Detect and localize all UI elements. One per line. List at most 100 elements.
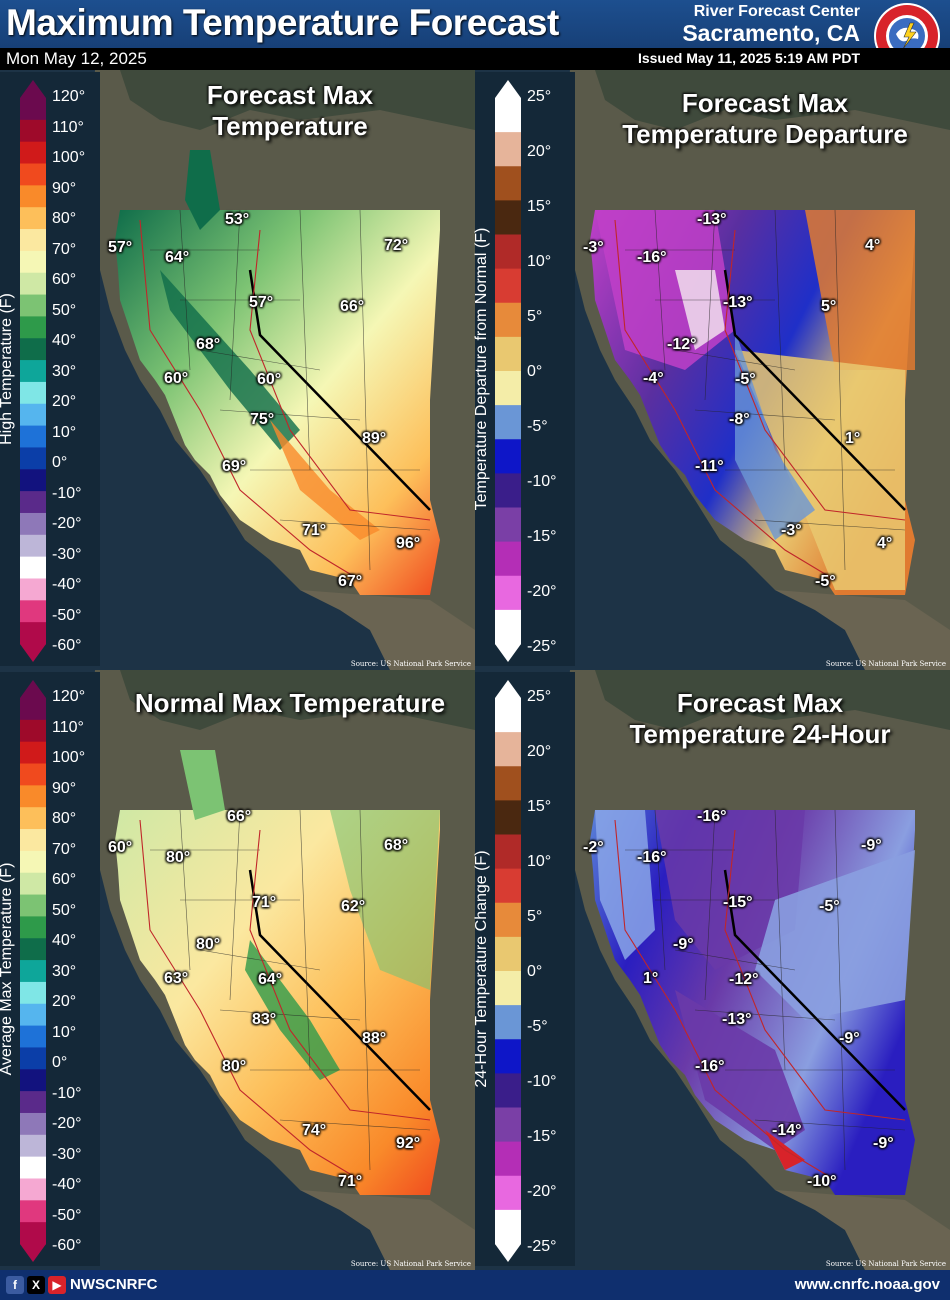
legend-swatch	[20, 872, 46, 896]
temp-label: 66°	[340, 298, 365, 315]
legend-swatch	[20, 1178, 46, 1201]
temp-label: 80°	[222, 1058, 247, 1075]
legend-tick-label: 10°	[527, 853, 552, 870]
temp-label: 72°	[384, 237, 409, 254]
legend-swatch	[20, 600, 46, 623]
departure-label: -13°	[697, 211, 727, 228]
legend-swatch	[20, 360, 46, 383]
legend-swatch	[20, 1200, 46, 1223]
legend-swatch	[495, 541, 521, 577]
map-source: Source: US National Park Service	[825, 1260, 946, 1268]
website-link[interactable]: www.cnrfc.noaa.gov	[794, 1276, 940, 1293]
legend-tick-label: -10°	[52, 1084, 82, 1102]
map-source: Source: US National Park Service	[350, 1260, 471, 1268]
legend-swatch	[495, 439, 521, 474]
legend-tick-label: -10°	[527, 473, 557, 490]
legend-swatch	[495, 971, 521, 1006]
panel-title: Normal Max Temperature	[134, 688, 446, 718]
legend-swatch	[495, 507, 521, 543]
legend-tick-label: -60°	[52, 1237, 82, 1254]
legend-tick-label: 20°	[527, 743, 552, 760]
legend-swatch	[495, 609, 521, 645]
legend-tick-label: 25°	[527, 688, 552, 705]
map-source: Source: US National Park Service	[825, 660, 946, 668]
legend-swatch	[20, 1156, 46, 1179]
avg-temp-legend: Average Max Temperature (F) 120° 110° 100°…	[0, 672, 100, 1266]
legend-swatch	[20, 381, 46, 405]
temp-label: 57°	[249, 294, 274, 311]
change-label: -15°	[723, 894, 753, 911]
legend-axis-title: Temperature Departure from Normal (F)	[473, 227, 490, 511]
legend-swatch	[20, 556, 46, 579]
temp-label: 63°	[164, 970, 189, 987]
legend-tick-label: 90°	[52, 779, 77, 797]
legend-tick-label: 60°	[52, 871, 77, 888]
legend-swatch	[20, 916, 46, 939]
legend-cap-top	[20, 680, 46, 698]
legend-swatch	[495, 1175, 521, 1211]
legend-tick-label: -5°	[527, 418, 548, 435]
legend-color-bar	[20, 680, 46, 1262]
departure-label: 5°	[821, 298, 837, 315]
temp-label: 80°	[166, 849, 191, 866]
social-handle[interactable]: NWSCNRFC	[70, 1276, 158, 1293]
legend-swatch	[20, 829, 46, 852]
legend-tick-label: 20°	[52, 393, 77, 410]
legend-tick-label: 15°	[527, 798, 552, 815]
legend-tick-label: -15°	[527, 1128, 557, 1145]
change-label: -12°	[729, 971, 759, 988]
legend-tick-label: 5°	[527, 908, 543, 925]
legend-color-bar	[495, 80, 521, 662]
legend-cap-top	[495, 80, 521, 98]
legend-tick-label: 10°	[52, 1023, 77, 1041]
legend-swatch	[495, 98, 521, 133]
legend-tick-label: 0°	[52, 1054, 68, 1071]
facebook-icon[interactable]: f	[6, 1276, 24, 1294]
legend-swatch	[495, 371, 521, 406]
departure-label: -3°	[583, 239, 604, 256]
legend-swatch	[495, 766, 521, 801]
change-label: -16°	[637, 849, 667, 866]
legend-tick-label: -25°	[527, 638, 557, 655]
legend-tick-label: 80°	[52, 810, 77, 827]
legend-swatch	[20, 272, 46, 296]
legend-swatch	[495, 902, 521, 938]
legend-swatch	[20, 1003, 46, 1027]
departure-label: -8°	[729, 411, 750, 428]
legend-swatch	[20, 163, 46, 186]
legend-swatch	[20, 741, 46, 765]
departure-label: -3°	[781, 522, 802, 539]
temp-label: 64°	[258, 971, 283, 988]
temp-label: 68°	[384, 837, 409, 854]
legend-swatch	[495, 336, 521, 372]
page-title: Maximum Temperature Forecast	[6, 2, 559, 43]
x-icon[interactable]: X	[27, 1276, 45, 1294]
legend-tick-label: 120°	[52, 88, 86, 105]
legend-swatch	[20, 1134, 46, 1158]
legend-cap-top	[20, 80, 46, 98]
legend-swatch	[495, 732, 521, 767]
legend-tick-label: -40°	[52, 1176, 82, 1193]
issued-time: Issued May 11, 2025 5:19 AM PDT	[637, 50, 860, 66]
legend-tick-label: 40°	[52, 332, 77, 349]
change-label: -16°	[697, 808, 727, 825]
legend-swatch	[495, 200, 521, 235]
change-label: -16°	[695, 1058, 725, 1075]
legend-tick-label: -20°	[52, 515, 82, 532]
youtube-icon[interactable]: ▶	[48, 1276, 66, 1294]
legend-swatch	[20, 719, 46, 743]
legend-swatch	[20, 1112, 46, 1136]
departure-map	[475, 70, 950, 670]
legend-swatch	[20, 294, 46, 317]
legend-tick-label: -15°	[527, 528, 557, 545]
legend-swatch	[495, 834, 521, 870]
legend-swatch	[495, 166, 521, 201]
legend-tick-label: 110°	[52, 718, 84, 736]
legend-tick-label: 110°	[52, 118, 84, 136]
panel-title: Forecast Max Temperature Departure	[622, 88, 908, 149]
legend-swatch	[20, 250, 46, 274]
temp-label: 92°	[396, 1135, 421, 1152]
change-label: -9°	[673, 936, 694, 953]
map-source: Source: US National Park Service	[350, 660, 471, 668]
legend-swatch	[20, 1025, 46, 1048]
